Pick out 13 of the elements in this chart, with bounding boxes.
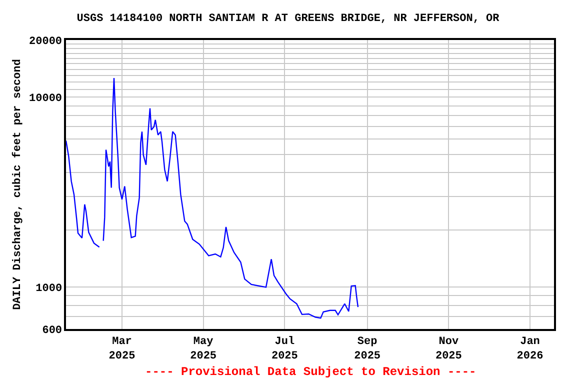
- x-tick-label: Jul 2025: [271, 336, 298, 362]
- y-tick-label: 10000: [29, 92, 62, 105]
- x-tick-label: Sep 2025: [354, 336, 381, 362]
- y-tick-label: 600: [42, 324, 62, 337]
- y-tick-label: 1000: [36, 282, 62, 295]
- x-tick-label: Nov 2025: [435, 336, 462, 362]
- x-tick-label: Jan 2026: [516, 336, 544, 362]
- y-tick-label: 20000: [29, 36, 62, 48]
- x-tick-label: Mar 2025: [108, 336, 136, 362]
- y-axis-title: DAILY Discharge, cubic feet per second: [11, 59, 24, 310]
- text: ---- Provisional Data Subject to Revision ----: [145, 365, 476, 379]
- chart-title: USGS 14184100 NORTH SANTIAM R AT GREENS BRIDGE, NR JEFFERSON, OR: [76, 13, 500, 26]
- x-tick-label: May 2025: [190, 336, 217, 362]
